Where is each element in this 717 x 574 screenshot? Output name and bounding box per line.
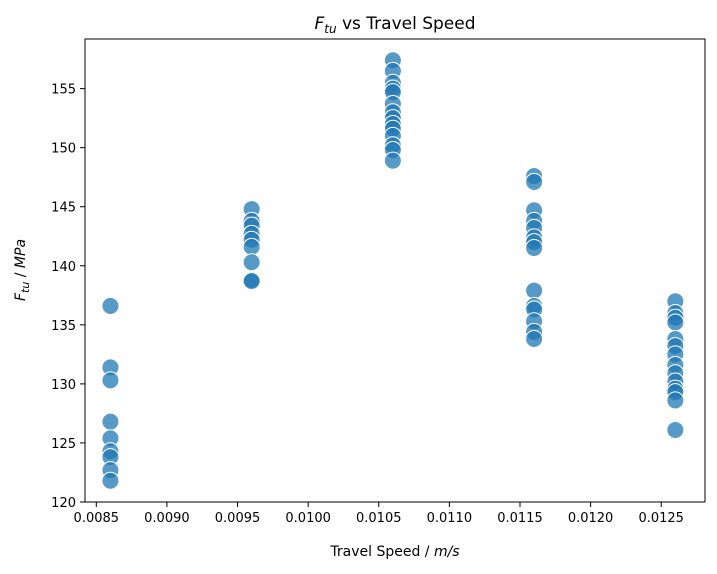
data-point <box>525 330 544 349</box>
chart-title: Ftu vs Travel Speed <box>314 14 475 36</box>
y-axis-title-subscript: tu <box>19 282 32 293</box>
title-rest: vs Travel Speed <box>337 14 476 34</box>
x-axis-ticks: 0.0085 0.0090 0.0095 0.0100 0.0105 0.0110 0.01… <box>74 502 684 526</box>
y-axis-ticks: 120 125 130 135 140 145 150 155 <box>51 83 85 511</box>
data-point <box>525 172 544 191</box>
data-point <box>666 313 685 332</box>
x-tick-label: 0.0085 <box>74 511 120 526</box>
y-tick-label: 130 <box>51 378 76 393</box>
y-tick-label: 155 <box>51 83 76 98</box>
y-axis-title: Ftu / MPa <box>13 239 32 301</box>
data-point <box>242 272 261 291</box>
plot-area-frame <box>84 38 706 503</box>
x-tick-label: 0.0110 <box>427 511 473 526</box>
data-point <box>383 151 402 170</box>
y-tick-label: 135 <box>51 319 76 334</box>
y-tick-label: 150 <box>51 142 76 157</box>
data-point <box>666 391 685 410</box>
data-point <box>101 471 120 490</box>
x-tick-label: 0.0090 <box>144 511 190 526</box>
y-tick-label: 145 <box>51 201 76 216</box>
x-tick-label: 0.0125 <box>638 511 684 526</box>
y-axis-title-rest: / <box>13 268 29 282</box>
y-tick-label: 120 <box>51 496 76 511</box>
x-tick-label: 0.0115 <box>497 511 543 526</box>
y-axis-title-unit: MPa <box>13 239 29 268</box>
x-tick-label: 0.0100 <box>285 511 331 526</box>
data-point <box>242 253 261 272</box>
data-point <box>242 237 261 256</box>
data-point <box>101 371 120 390</box>
points-layer <box>101 51 685 490</box>
x-tick-label: 0.0105 <box>356 511 402 526</box>
x-tick-label: 0.0120 <box>568 511 614 526</box>
data-point <box>101 412 120 431</box>
data-point <box>525 239 544 258</box>
title-subscript: tu <box>324 22 337 36</box>
y-axis-title-symbol: F <box>13 292 29 301</box>
title-symbol: F <box>314 14 324 34</box>
x-axis-title-text: Travel Speed / <box>329 544 434 560</box>
y-tick-label: 125 <box>51 437 76 452</box>
data-point <box>101 296 120 315</box>
x-tick-label: 0.0095 <box>215 511 261 526</box>
data-point <box>666 420 685 439</box>
y-tick-label: 140 <box>51 260 76 275</box>
data-point <box>525 281 544 300</box>
x-axis-title-unit: m/s <box>434 544 460 560</box>
x-axis-title: Travel Speed / m/s <box>329 544 459 560</box>
